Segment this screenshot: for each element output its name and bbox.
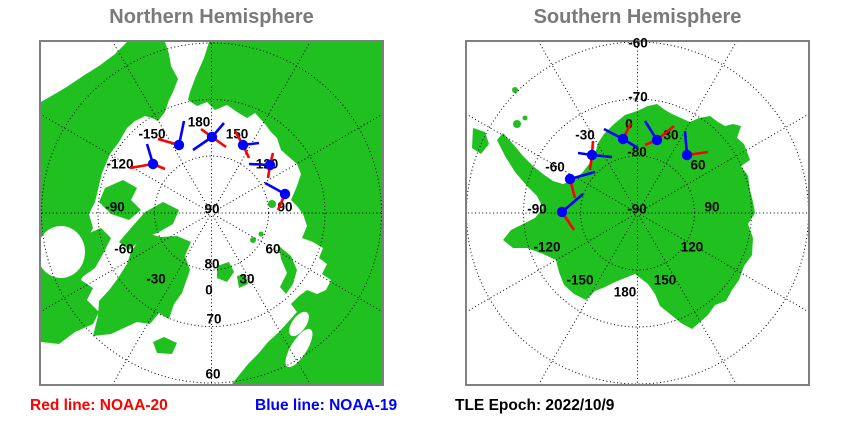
grid-label: 60 bbox=[205, 367, 220, 382]
grid-label: 0 bbox=[205, 283, 213, 298]
latitude-circle bbox=[97, 99, 326, 327]
satellite-position-dot bbox=[651, 134, 663, 146]
island bbox=[250, 237, 256, 243]
grid-label: 180 bbox=[614, 285, 637, 300]
latitude-circle bbox=[523, 98, 752, 328]
satellite-position-dot bbox=[556, 206, 568, 218]
grid-label: 30 bbox=[239, 272, 254, 287]
island bbox=[247, 105, 255, 113]
grid-label: -90 bbox=[105, 200, 125, 215]
coastline-layer bbox=[41, 42, 382, 384]
satellite-marker bbox=[129, 143, 166, 171]
satellite-marker bbox=[192, 122, 227, 152]
grid-label-layer: 180-150150-120120-9090-6060-303009080706… bbox=[105, 115, 292, 382]
grid-label-layer: -60-70-80-900-30 30-60 60-90 90-120 120-150 1… bbox=[527, 36, 719, 300]
grid-label: 70 bbox=[206, 312, 221, 327]
grid-label: -30 bbox=[146, 272, 166, 287]
satellite-marker bbox=[233, 130, 260, 159]
south-map: -60 -70 -80 -90 0 -30 30 -60 60 -90 90 -120 120 -150 1… bbox=[465, 36, 810, 386]
grid-label: 80 bbox=[204, 257, 219, 272]
grid-label: 90 bbox=[704, 200, 719, 215]
satellite-marker bbox=[643, 120, 675, 147]
island bbox=[268, 200, 276, 208]
grid-label: 0 bbox=[625, 117, 633, 132]
satellite-marker-layer bbox=[129, 120, 291, 211]
island bbox=[258, 231, 264, 237]
coastline-layer bbox=[472, 87, 755, 329]
island bbox=[522, 115, 528, 121]
satellite-marker bbox=[603, 122, 639, 150]
satellite-position-dot bbox=[681, 149, 693, 161]
grid-label: 120 bbox=[681, 240, 704, 255]
landmass bbox=[93, 234, 191, 336]
landmass bbox=[153, 337, 177, 354]
graticule-layer bbox=[41, 42, 382, 384]
grid-label: -60 bbox=[114, 242, 134, 257]
grid-label: -150 bbox=[566, 273, 593, 288]
grid-label: 90 bbox=[204, 202, 219, 217]
satellite-position-dot bbox=[586, 149, 598, 161]
landmass bbox=[188, 42, 382, 384]
grid-label: -70 bbox=[628, 90, 648, 105]
satellite-position-dot bbox=[564, 173, 576, 185]
tle-epoch-label: TLE Epoch: 2022/10/9 bbox=[455, 397, 615, 414]
satellite-marker bbox=[556, 193, 584, 231]
inland-sea bbox=[285, 328, 313, 368]
island bbox=[512, 87, 518, 93]
grid-label: 180 bbox=[188, 115, 211, 130]
south-map-title: Southern Hemisphere bbox=[533, 6, 742, 28]
grid-label: -90 bbox=[627, 202, 647, 217]
landmass bbox=[99, 180, 141, 220]
map-north-svg: 180-150150-120120-9090-6060-303009080706… bbox=[41, 42, 382, 384]
north-map-title: Northern Hemisphere bbox=[109, 6, 314, 28]
landmass bbox=[472, 128, 489, 154]
satellite-marker bbox=[157, 120, 186, 151]
grid-label: -120 bbox=[533, 240, 560, 255]
grid-label: 150 bbox=[654, 273, 677, 288]
satellite-marker bbox=[248, 152, 276, 179]
north-map: 180-150150-120120-9090-6060-303009080706… bbox=[39, 40, 384, 386]
inland-sea bbox=[289, 311, 309, 337]
satellite-marker bbox=[681, 130, 709, 161]
map-south-svg: -60-70-80-900-30 30-60 60-90 90-120 120-150 1… bbox=[467, 36, 808, 384]
grid-label: -80 bbox=[627, 145, 647, 160]
legend-red-line-label: Red line: NOAA-20 bbox=[30, 397, 168, 414]
satellite-position-dot bbox=[173, 139, 185, 151]
grid-label: -30 bbox=[575, 128, 595, 143]
satellite-position-dot bbox=[264, 159, 276, 171]
satellite-marker-layer bbox=[556, 120, 709, 231]
satellite-position-dot bbox=[617, 133, 629, 145]
grid-label: -60 bbox=[545, 160, 565, 175]
satellite-marker bbox=[264, 181, 291, 211]
satellite-position-dot bbox=[206, 131, 218, 143]
legend-blue-line-label: Blue line: NOAA-19 bbox=[255, 397, 398, 414]
latitude-circle bbox=[41, 42, 382, 384]
satellite-position-dot bbox=[237, 139, 249, 151]
landmass bbox=[217, 262, 234, 282]
grid-label: 60 bbox=[690, 158, 705, 173]
landmass bbox=[497, 104, 755, 329]
landmass bbox=[279, 246, 297, 294]
island bbox=[513, 120, 521, 128]
satellite-marker bbox=[564, 170, 596, 199]
satellite-marker bbox=[577, 140, 613, 171]
grid-label: -60 bbox=[628, 36, 648, 51]
satellite-position-dot bbox=[279, 188, 291, 200]
inland-sea bbox=[41, 226, 85, 278]
grid-label: -120 bbox=[106, 157, 133, 172]
satellite-position-dot bbox=[147, 158, 159, 170]
grid-label: 60 bbox=[265, 242, 280, 257]
grid-label: -150 bbox=[138, 127, 165, 142]
landmass bbox=[237, 274, 248, 288]
landmass bbox=[119, 202, 179, 250]
grid-label: -90 bbox=[527, 202, 547, 217]
graticule-layer bbox=[467, 42, 808, 384]
